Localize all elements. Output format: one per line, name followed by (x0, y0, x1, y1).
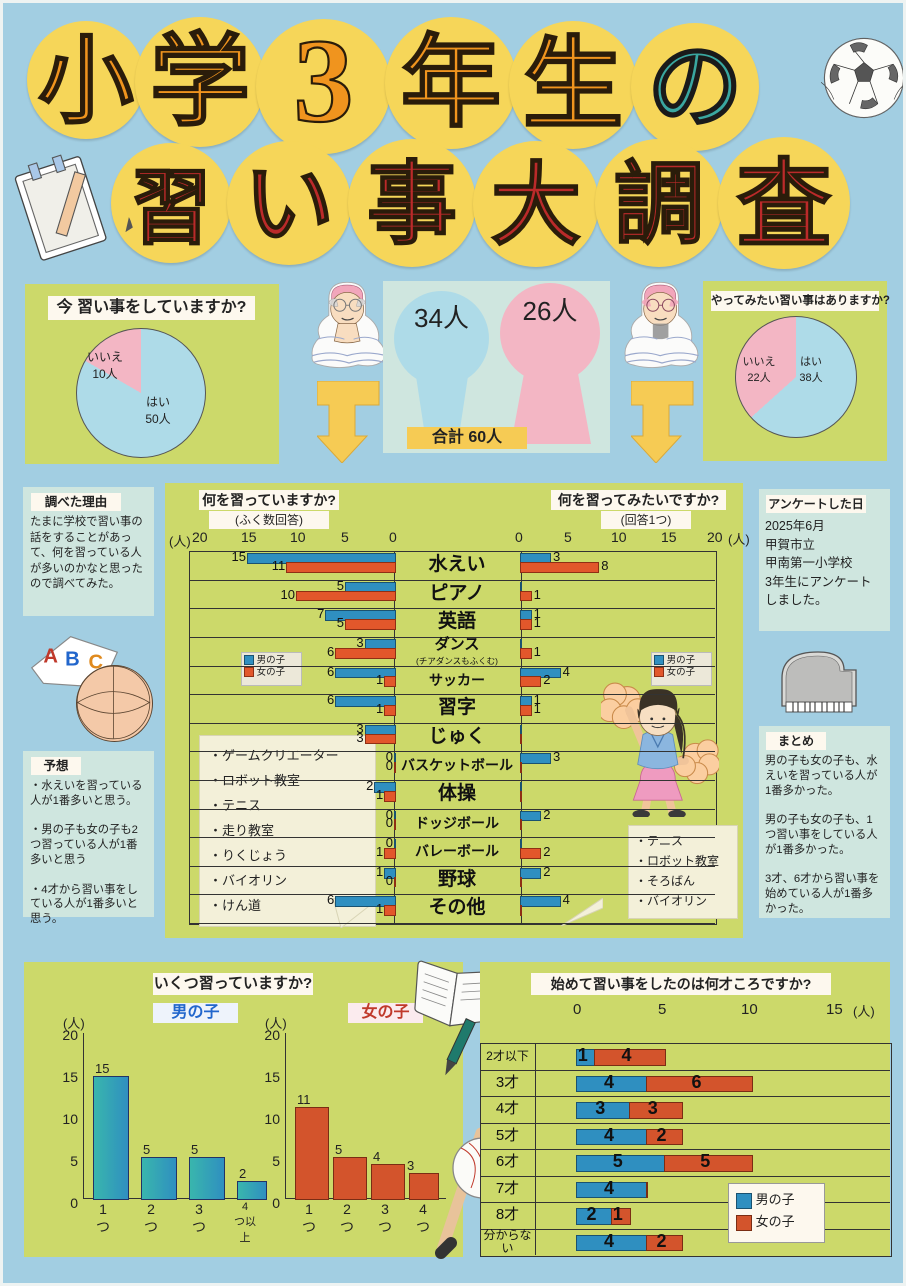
svg-text:A: A (43, 645, 58, 667)
